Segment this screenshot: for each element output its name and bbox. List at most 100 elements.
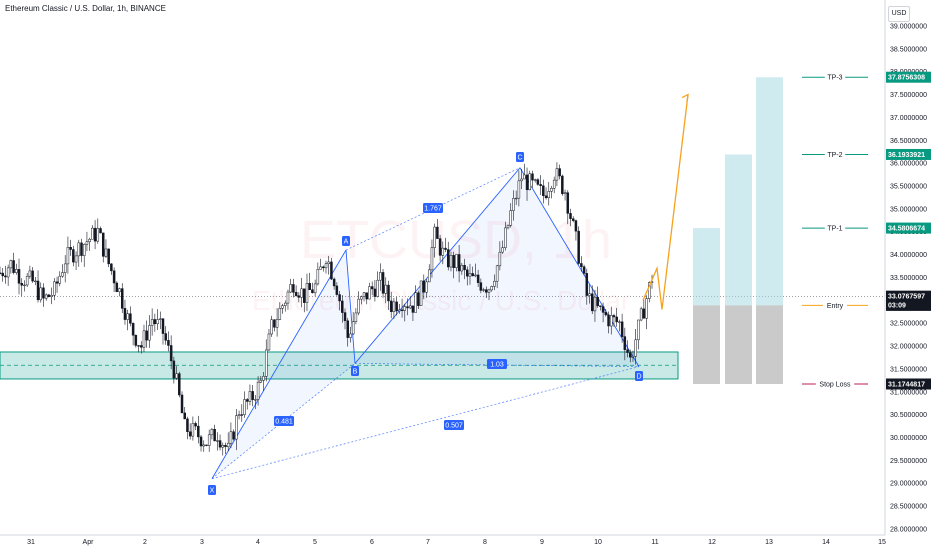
candle-body [74, 255, 78, 263]
candle-body [123, 308, 127, 320]
risk-bar [756, 305, 783, 384]
candle-body [145, 330, 148, 341]
candle-body [251, 391, 254, 400]
time-tick-label: 14 [822, 539, 830, 546]
candle-body [303, 288, 306, 303]
time-tick-label: 5 [313, 539, 317, 546]
candle-body [542, 185, 545, 197]
level-label-bg [824, 223, 846, 233]
candle-body [523, 174, 526, 180]
level-lines[interactable]: TP-3 TP-2 TP-1 Entry Stop Loss [802, 72, 868, 389]
candle-body [121, 288, 124, 309]
candle-body [601, 306, 605, 313]
level-label: TP-1 [827, 226, 842, 233]
candle-body [254, 399, 257, 401]
candle-body [637, 319, 640, 341]
candle-body [419, 280, 423, 306]
price-tick-label: 34.0000000 [890, 252, 927, 259]
candle-body [275, 319, 279, 328]
candle-body [278, 308, 282, 320]
candle-body [607, 314, 610, 327]
candle-body [612, 315, 616, 318]
projection-arrow[interactable] [642, 93, 689, 310]
candle-body [370, 286, 374, 290]
candle-body [558, 168, 561, 177]
candle-body [47, 294, 51, 298]
candle-body [514, 197, 518, 200]
candle-body [447, 249, 450, 268]
candle-body [137, 345, 140, 347]
candle-body [639, 308, 643, 321]
candle-body [148, 325, 151, 341]
candle-body [615, 316, 618, 323]
candle-body [188, 431, 192, 437]
pattern-point-label: C [517, 155, 522, 162]
candle-body [648, 282, 651, 299]
candle-body [6, 267, 10, 278]
candle-body [91, 227, 94, 240]
target-bars[interactable] [693, 77, 783, 384]
level-label-bg [824, 72, 846, 82]
candle-body [471, 273, 474, 277]
pattern-leg [345, 249, 356, 364]
candle-body [221, 444, 225, 448]
price-tag-box [886, 222, 931, 234]
candle-body [194, 423, 197, 427]
candle-body [430, 247, 434, 271]
candle-body [525, 174, 529, 191]
candle-body [169, 345, 173, 362]
candle-body [23, 284, 26, 287]
candle-body [308, 283, 311, 290]
candle-body [463, 264, 466, 271]
current-price-tag [886, 290, 931, 311]
price-tag-label: 34.5806674 [888, 226, 925, 233]
candle-body [183, 412, 186, 420]
time-axis[interactable]: 31 Apr 2 3 4 5 6 7 8 9 10 11 12 13 14 15 [27, 539, 886, 546]
candle-body [449, 255, 453, 268]
candle-body [629, 352, 632, 358]
candle-body [61, 272, 64, 277]
level-label: TP-2 [827, 152, 842, 159]
time-tick-label: 13 [765, 539, 773, 546]
candle-body [161, 318, 165, 334]
candle-body [610, 315, 613, 327]
candle-body [115, 282, 119, 293]
time-tick-label: 9 [540, 539, 544, 546]
candle-body [354, 312, 358, 322]
candle-body [240, 414, 244, 416]
candle-body [506, 224, 510, 229]
pattern-ratio-box [487, 359, 507, 369]
candle-body [417, 292, 420, 306]
candle-body [422, 280, 426, 293]
price-tick-label: 30.5000000 [890, 412, 927, 419]
candle-body [207, 434, 211, 446]
candle-body [509, 210, 512, 226]
target-bar [693, 228, 720, 306]
candle-body [305, 283, 309, 303]
candle-body [408, 305, 412, 309]
pattern-ratio-line [354, 363, 640, 367]
pattern-ratio-box [444, 420, 464, 430]
candle-body [63, 263, 67, 273]
currency-button[interactable]: USD [888, 6, 910, 22]
pattern-ratio-box [274, 416, 294, 426]
candle-body [4, 275, 7, 278]
level-label: TP-3 [827, 75, 842, 82]
projection-arrowhead [681, 93, 689, 102]
candle-body [101, 232, 105, 257]
candle-body [406, 306, 409, 309]
price-tag-label: 31.1744817 [888, 381, 925, 388]
chart-title: Ethereum Classic / U.S. Dollar, 1h, BINA… [5, 4, 166, 13]
pattern-fill-xab [212, 250, 355, 479]
candle-body [452, 255, 455, 269]
candle-body [512, 198, 515, 211]
candle-body [36, 280, 40, 301]
candle-body [153, 319, 157, 325]
candle-body [544, 195, 548, 199]
price-axis[interactable]: 39.000000038.500000038.000000037.5000000… [890, 24, 927, 534]
time-tick-label: 4 [256, 539, 260, 546]
candle-body [360, 296, 363, 300]
candle-body [180, 394, 184, 414]
price-tag-box [886, 378, 931, 390]
